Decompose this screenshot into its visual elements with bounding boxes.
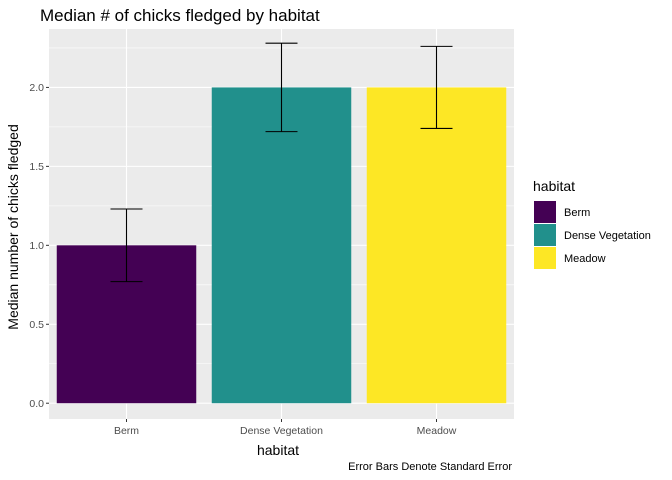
y-tick-label: 1.0 [29, 240, 44, 252]
legend: habitat Berm Dense Vegetation Meadow [533, 178, 651, 269]
y-tick-label: 0.5 [29, 319, 44, 331]
y-tick-label: 1.5 [29, 161, 44, 173]
y-axis-title: Median number of chicks fledged [5, 124, 21, 329]
bar-dense-vegetation [211, 87, 352, 404]
x-tick-label: Dense Vegetation [240, 425, 323, 437]
caption: Error Bars Denote Standard Error [348, 461, 512, 473]
legend-label: Berm [564, 207, 590, 219]
y-axis: 0.0 0.5 1.0 1.5 2.0 [29, 82, 49, 410]
legend-swatch [534, 201, 556, 223]
legend-swatch [534, 224, 556, 246]
y-tick-label: 2.0 [29, 82, 44, 94]
chart-title: Median # of chicks fledged by habitat [40, 6, 320, 25]
legend-label: Meadow [564, 253, 606, 265]
bars [56, 87, 507, 404]
y-tick-label: 0.0 [29, 398, 44, 410]
error-bars [110, 42, 453, 283]
x-axis-title: habitat [257, 442, 299, 458]
x-tick-label: Berm [114, 425, 139, 437]
legend-title: habitat [533, 178, 575, 194]
legend-label: Dense Vegetation [564, 230, 651, 242]
legend-swatch [534, 247, 556, 269]
x-tick-label: Meadow [417, 425, 457, 437]
bar-meadow [366, 87, 507, 404]
x-axis: Berm Dense Vegetation Meadow [114, 419, 457, 437]
